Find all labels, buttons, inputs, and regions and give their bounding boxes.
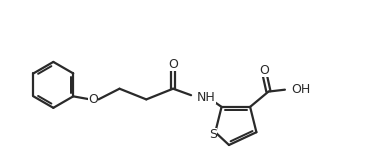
Text: O: O (168, 58, 178, 71)
Text: S: S (209, 128, 217, 141)
Text: OH: OH (291, 83, 311, 96)
Text: NH: NH (197, 91, 216, 104)
Text: O: O (88, 93, 98, 106)
Text: O: O (260, 64, 269, 77)
